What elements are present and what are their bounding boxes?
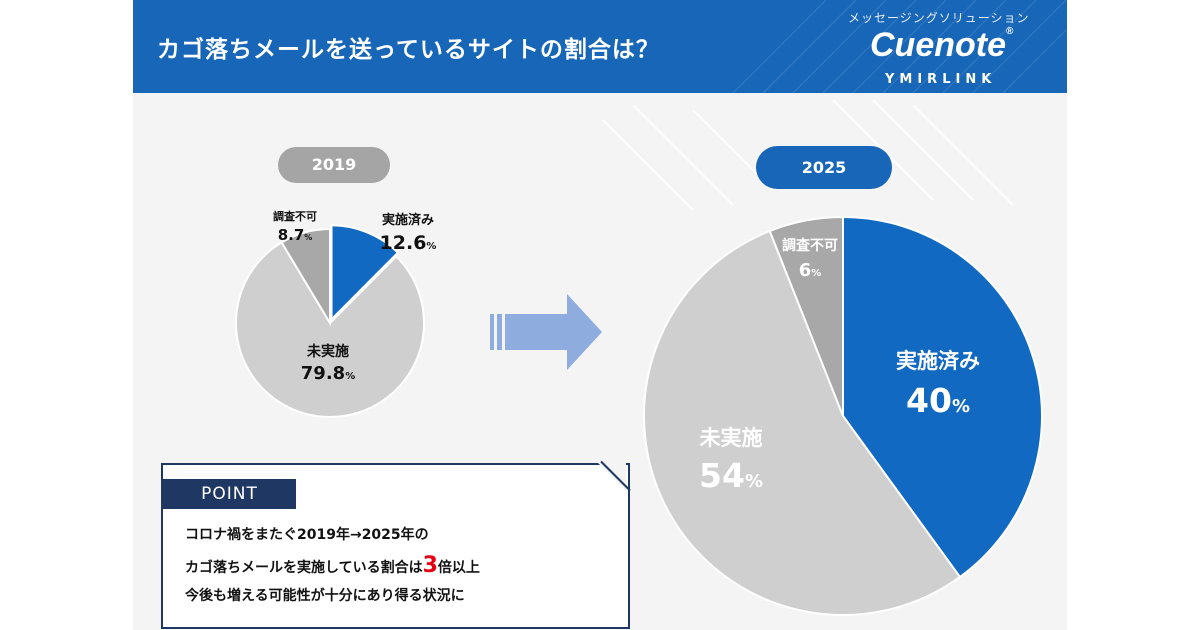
pie-value-unit-2025-0: % — [952, 396, 970, 417]
pie-value-unit-2019-0: % — [426, 241, 436, 252]
pie-value-2025-0: 40% — [906, 381, 970, 420]
brand-logo-text: Cuenote — [870, 26, 1006, 64]
pie-value-number-2019-1: 79.8 — [301, 363, 345, 384]
pie-label-2019-1: 未実施 — [307, 343, 349, 360]
pie-labels-2019: 実施済み 12.6% 未実施 79.8% 調査不可 8.7% — [273, 209, 436, 384]
pie-label-2025-2: 調査不可 — [782, 237, 838, 254]
header-banner: カゴ落ちメールを送っているサイトの割合は？ メッセージングソリューション Cue… — [133, 0, 1067, 93]
pie-value-number-2025-0: 40 — [906, 381, 952, 420]
pie-value-2019-1: 79.8% — [301, 363, 355, 384]
background-decoration — [602, 99, 1014, 211]
pie-chart-2019 — [235, 224, 425, 418]
pie-chart-2025 — [643, 215, 1043, 616]
infographic-card: カゴ落ちメールを送っているサイトの割合は？ メッセージングソリューション Cue… — [133, 0, 1067, 630]
pie-value-number-2025-2: 6 — [799, 260, 812, 281]
point-line-3: 今後も増える可能性が十分にあり得る状況に — [185, 588, 465, 604]
point-line-2: カゴ落ちメールを実施している割合は3倍以上 — [185, 553, 480, 578]
brand-logo: Cuenote® — [870, 26, 1013, 65]
point-line-2-after: 倍以上 — [437, 560, 480, 576]
pie-value-unit-2025-2: % — [811, 268, 821, 279]
pie-value-unit-2025-1: % — [745, 471, 763, 492]
registered-mark: ® — [1006, 26, 1014, 37]
header-decoration — [732, 0, 1067, 93]
point-label: POINT — [163, 479, 296, 509]
pie-slice-2019-2 — [280, 227, 331, 327]
pie-value-number-2019-2: 8.7 — [278, 226, 305, 244]
page-title: カゴ落ちメールを送っているサイトの割合は？ — [157, 37, 660, 63]
pie-slice-2025-2 — [768, 215, 844, 417]
pie-label-2025-1: 未実施 — [700, 426, 763, 450]
year-badge-2019: 2019 — [278, 147, 390, 183]
pie-value-2025-1: 54% — [699, 456, 763, 495]
pie-value-2019-0: 12.6% — [380, 232, 437, 254]
pie-label-2019-0: 実施済み — [382, 212, 434, 228]
pie-label-2019-2: 調査不可 — [273, 209, 317, 223]
pie-value-unit-2019-1: % — [345, 371, 355, 382]
point-line-1: コロナ禍をまたぐ2019年→2025年の — [185, 527, 429, 543]
pie-slice-2025-1 — [643, 229, 962, 616]
pie-labels-2025: 実施済み 40% 未実施 54% 調査不可 6% — [699, 237, 980, 495]
pie-value-number-2019-0: 12.6 — [380, 232, 427, 254]
brand-company: YMIRLINK — [885, 72, 997, 87]
point-highlight-number: 3 — [422, 553, 438, 578]
pie-value-number-2025-1: 54 — [699, 456, 745, 495]
brand-tagline: メッセージングソリューション — [848, 11, 1030, 25]
pie-slice-2019-1 — [235, 241, 425, 418]
pie-slice-2019-0 — [330, 224, 400, 322]
pie-label-2025-0: 実施済み — [896, 349, 980, 373]
pie-value-2019-2: 8.7% — [278, 226, 313, 244]
charts-layer: 実施済み 12.6% 未実施 79.8% 調査不可 8.7% 実施済み 40% 未実施 54% 調… — [235, 209, 1043, 616]
point-line-2-before: カゴ落ちメールを実施している割合は — [185, 560, 423, 576]
pie-slice-2025-0 — [842, 215, 1043, 579]
pie-value-unit-2019-2: % — [304, 233, 312, 242]
right-arrow-icon — [490, 294, 602, 370]
year-badge-2025: 2025 — [756, 146, 892, 189]
pie-value-2025-2: 6% — [799, 260, 822, 281]
